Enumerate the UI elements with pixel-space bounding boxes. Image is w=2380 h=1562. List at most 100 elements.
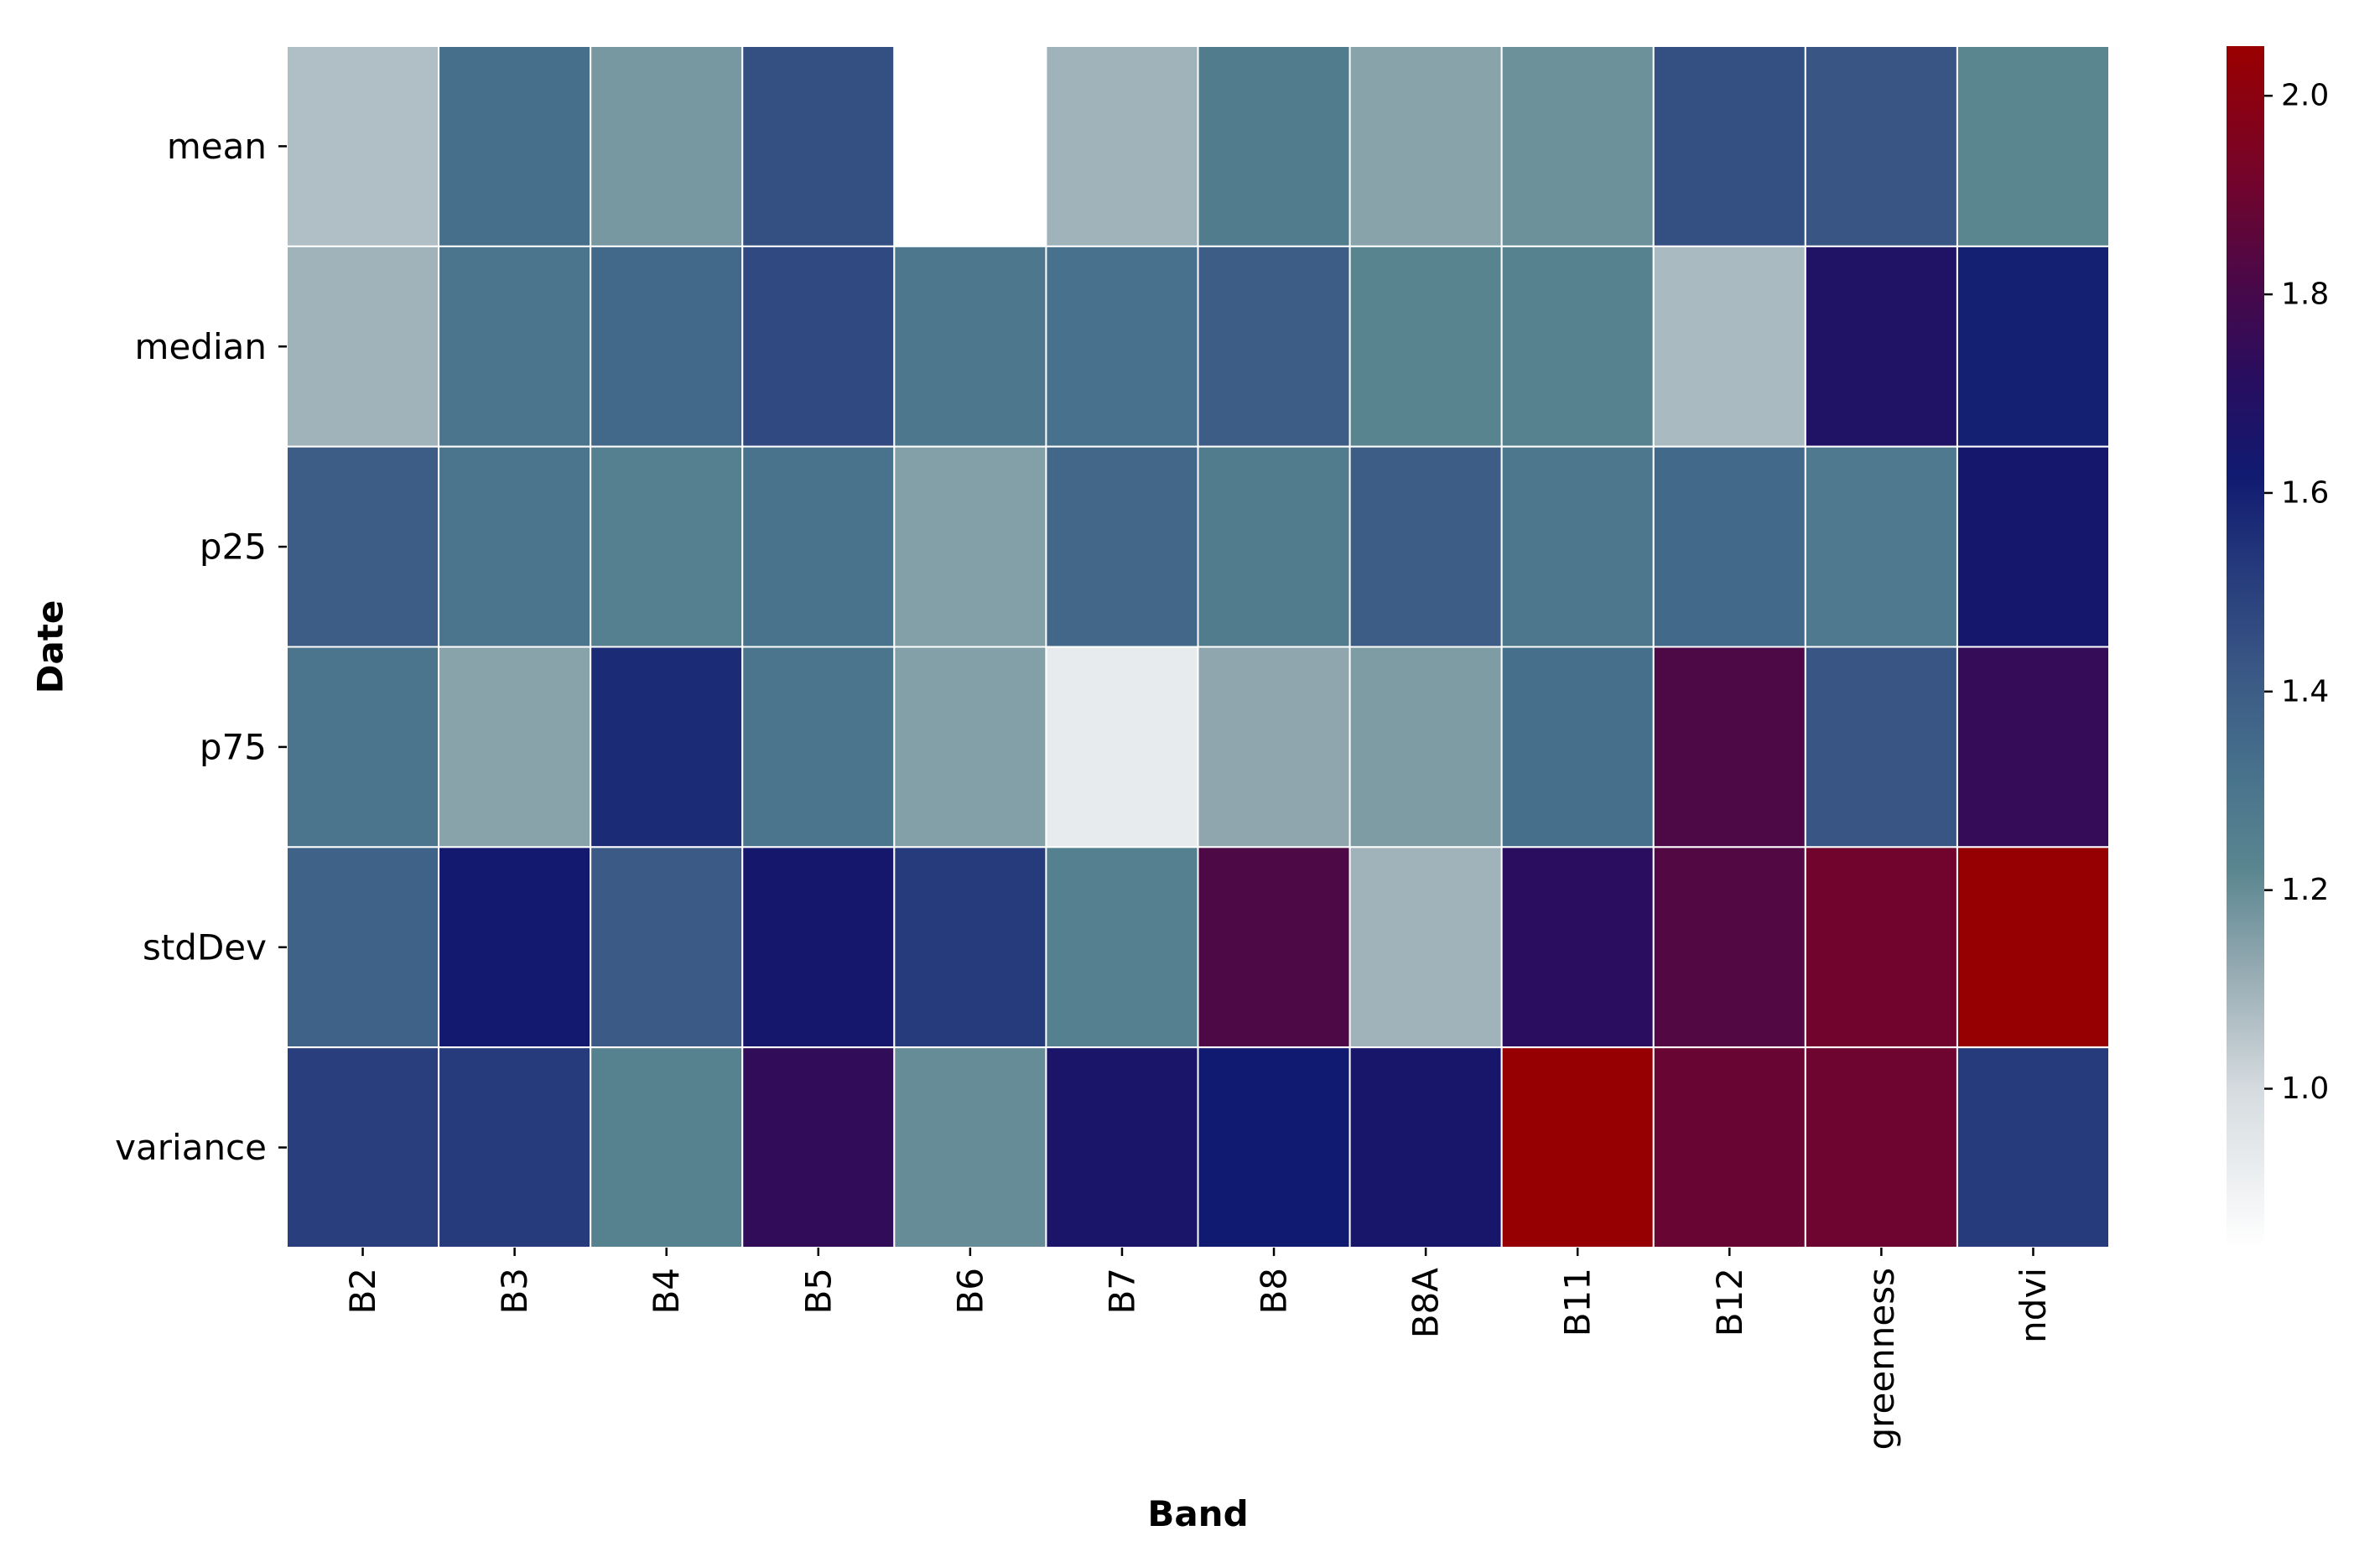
heatmap-cell-stdDev-B11 (1500, 846, 1655, 1049)
heatmap-cell-median-B4 (590, 245, 744, 448)
colorbar-tick-label: 1.2 (2281, 873, 2329, 907)
heatmap-cell-variance-B6 (893, 1046, 1047, 1248)
colorbar-tick-label: 2.0 (2281, 79, 2329, 113)
heatmap-cell-median-B2 (286, 245, 440, 448)
heatmap-cell-variance-B3 (438, 1046, 592, 1248)
y-tick-label: stdDev (143, 926, 267, 968)
x-tick-label: B6 (949, 1268, 990, 1315)
x-tick-label: B8A (1406, 1268, 1447, 1339)
heatmap-cell-median-B12 (1652, 245, 1806, 448)
heatmap-cell-p25-B2 (286, 445, 440, 648)
heatmap-cell-p25-B5 (741, 445, 896, 648)
heatmap-cell-p25-B6 (893, 445, 1047, 648)
y-tick-label: variance (115, 1127, 267, 1168)
heatmap-cell-mean-B12 (1652, 45, 1806, 247)
heatmap-cell-mean-B7 (1045, 45, 1199, 247)
heatmap-cell-variance-ndvi (1956, 1046, 2111, 1248)
heatmap-cell-mean-B8 (1197, 45, 1351, 247)
colorbar-tick-label: 1.6 (2281, 475, 2329, 510)
heatmap-cell-variance-B8 (1197, 1046, 1351, 1248)
x-tick-label: greenness (1861, 1268, 1902, 1450)
heatmap-cell-stdDev-B7 (1045, 846, 1199, 1049)
y-tick-label: p25 (200, 527, 267, 568)
heatmap-cell-p75-B8 (1197, 646, 1351, 848)
heatmap-cell-p75-B11 (1500, 646, 1655, 848)
heatmap-cell-mean-B2 (286, 45, 440, 247)
heatmap-cell-p75-B12 (1652, 646, 1806, 848)
colorbar-tick-label: 1.0 (2281, 1072, 2329, 1106)
y-axis: mean median p25 p75 stdDev variance (115, 126, 287, 1168)
heatmap-cell-stdDev-B5 (741, 846, 896, 1049)
heatmap-cell-median-B8A (1348, 245, 1503, 448)
heatmap-cell-stdDev-ndvi (1956, 846, 2111, 1049)
x-tick-label: B4 (646, 1268, 687, 1315)
x-axis-title: Band (1147, 1493, 1248, 1534)
heatmap-cell-mean-ndvi (1956, 45, 2111, 247)
y-axis-title: Date (30, 600, 71, 694)
x-tick-label: B3 (494, 1268, 535, 1315)
heatmap-cell-p75-ndvi (1956, 646, 2111, 848)
x-tick-label: ndvi (2013, 1268, 2054, 1343)
heatmap-cell-p75-greenness (1804, 646, 1958, 848)
heatmap-cell-variance-B5 (741, 1046, 896, 1248)
heatmap-cell-stdDev-B6 (893, 846, 1047, 1049)
heatmap-cell-stdDev-greenness (1804, 846, 1958, 1049)
heatmap-cell-stdDev-B12 (1652, 846, 1806, 1049)
heatmap-cell-mean-B3 (438, 45, 592, 247)
heatmap-cell-stdDev-B8A (1348, 846, 1503, 1049)
heatmap-cell-p25-B11 (1500, 445, 1655, 648)
heatmap-cell-variance-B8A (1348, 1046, 1503, 1248)
heatmap-cell-variance-B2 (286, 1046, 440, 1248)
heatmap-cell-mean-B5 (741, 45, 896, 247)
heatmap-cell-median-B6 (893, 245, 1047, 448)
heatmap-cell-p25-ndvi (1956, 445, 2111, 648)
x-tick-label: B2 (342, 1268, 383, 1315)
heatmap-cell-variance-B4 (590, 1046, 744, 1248)
y-tick-label: p75 (200, 726, 267, 767)
heatmap-cell-p25-B3 (438, 445, 592, 648)
heatmap-cell-variance-B11 (1500, 1046, 1655, 1248)
heatmap-cell-mean-B11 (1500, 45, 1655, 247)
colorbar-tick-label: 1.8 (2281, 278, 2329, 312)
heatmap-cell-stdDev-B2 (286, 846, 440, 1049)
x-tick-label: B7 (1101, 1268, 1142, 1315)
heatmap-cell-mean-greenness (1804, 45, 1958, 247)
y-tick-label: median (135, 326, 267, 367)
heatmap-cell-variance-greenness (1804, 1046, 1958, 1248)
x-tick-label: B8 (1254, 1268, 1295, 1315)
colorbar-axis: 1.0 1.2 1.4 1.6 1.8 2.0 (2264, 79, 2329, 1106)
heatmap-cell-stdDev-B8 (1197, 846, 1351, 1049)
x-axis: B2 B3 B4 B5 B6 B7 B8 B8A B11 B12 greenness ndvi (342, 1248, 2054, 1450)
heatmap-cell-mean-B6 (893, 45, 1047, 247)
heatmap-cell-median-greenness (1804, 245, 1958, 448)
heatmap-cell-p25-B8 (1197, 445, 1351, 648)
colorbar-tick-label: 1.4 (2281, 674, 2329, 708)
x-tick-label: B11 (1557, 1268, 1598, 1336)
heatmap-cell-stdDev-B4 (590, 846, 744, 1049)
heatmap-cell-p75-B6 (893, 646, 1047, 848)
heatmap-cell-p75-B4 (590, 646, 744, 848)
heatmap-cell-median-B11 (1500, 245, 1655, 448)
heatmap-cell-p25-B12 (1652, 445, 1806, 648)
heatmap-cell-p25-B4 (590, 445, 744, 648)
heatmap-cell-median-B8 (1197, 245, 1351, 448)
x-tick-label: B5 (798, 1268, 839, 1315)
heatmap-cell-variance-B7 (1045, 1046, 1199, 1248)
heatmap-cell-p75-B8A (1348, 646, 1503, 848)
heatmap-cells (286, 45, 2111, 1248)
colorbar (2227, 46, 2264, 1248)
heatmap-cell-p75-B7 (1045, 646, 1199, 848)
heatmap-cell-p25-B7 (1045, 445, 1199, 648)
heatmap-cell-p25-B8A (1348, 445, 1503, 648)
heatmap-cell-p75-B3 (438, 646, 592, 848)
heatmap-cell-median-B5 (741, 245, 896, 448)
heatmap-cell-variance-B12 (1652, 1046, 1806, 1248)
heatmap-cell-median-B7 (1045, 245, 1199, 448)
heatmap-cell-median-B3 (438, 245, 592, 448)
x-tick-label: B12 (1709, 1268, 1750, 1336)
heatmap-cell-p25-greenness (1804, 445, 1958, 648)
heatmap-cell-stdDev-B3 (438, 846, 592, 1049)
heatmap-cell-median-ndvi (1956, 245, 2111, 448)
heatmap-cell-mean-B8A (1348, 45, 1503, 247)
